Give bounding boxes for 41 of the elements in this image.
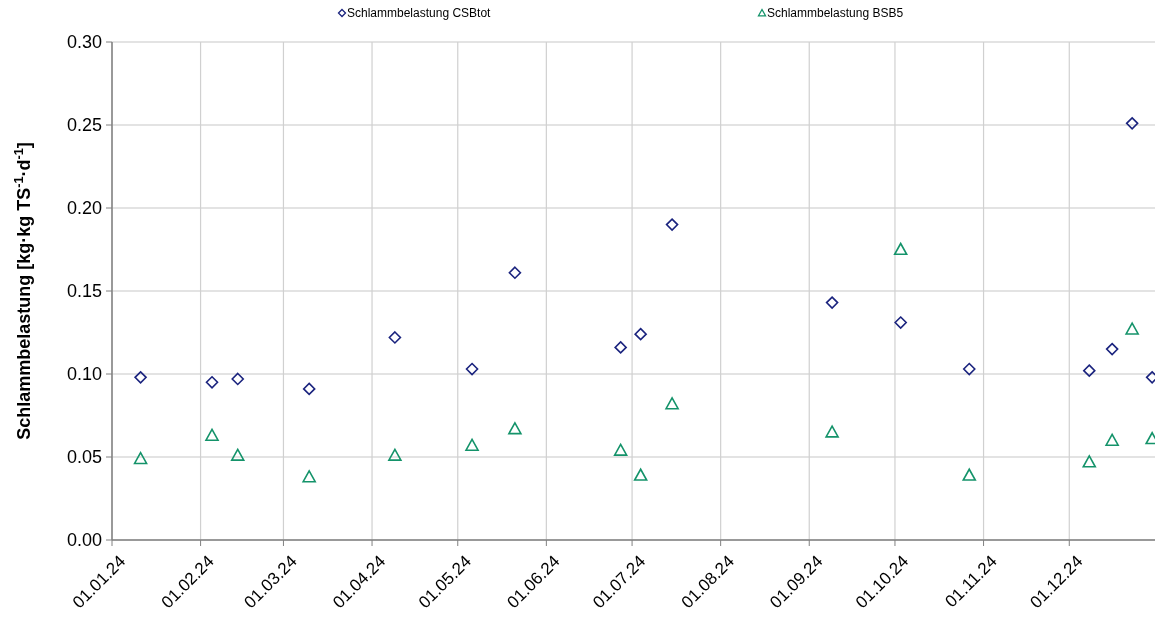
- point: [613, 443, 628, 456]
- point: [1125, 322, 1139, 335]
- y-tick-label: 0.20: [66, 198, 102, 219]
- y-tick-label: 0.30: [66, 32, 102, 53]
- point: [1125, 117, 1139, 130]
- point: [465, 438, 479, 451]
- point: [1082, 455, 1097, 468]
- point: [665, 218, 679, 231]
- point: [614, 341, 627, 354]
- point: [825, 425, 839, 438]
- point: [1105, 342, 1119, 356]
- point: [230, 448, 245, 461]
- point: [231, 372, 245, 386]
- point: [205, 376, 219, 389]
- legend-label: Schlammbelastung CSBtot: [347, 6, 492, 21]
- point: [825, 296, 839, 309]
- legend-label: Schlammbelastung BSB5: [767, 6, 904, 21]
- point: [134, 371, 147, 384]
- point: [388, 331, 402, 344]
- point: [665, 397, 679, 410]
- point: [634, 327, 647, 341]
- point: [962, 362, 976, 376]
- point: [962, 468, 977, 481]
- point: [388, 448, 402, 461]
- point: [893, 242, 908, 256]
- y-tick-label: 0.05: [66, 447, 102, 468]
- y-tick-label: 0.15: [66, 281, 102, 302]
- point: [1105, 433, 1119, 446]
- point: [133, 451, 148, 465]
- y-tick-label: 0.25: [66, 115, 102, 136]
- point: [205, 428, 219, 442]
- point: [302, 382, 316, 396]
- point: [465, 362, 479, 376]
- point: [508, 421, 522, 435]
- point: [302, 470, 316, 483]
- point: [894, 316, 907, 329]
- point: [633, 468, 648, 481]
- point: [508, 266, 522, 280]
- point: [1082, 364, 1096, 377]
- y-tick-label: 0.10: [66, 364, 102, 385]
- y-tick-label: 0.00: [66, 530, 102, 551]
